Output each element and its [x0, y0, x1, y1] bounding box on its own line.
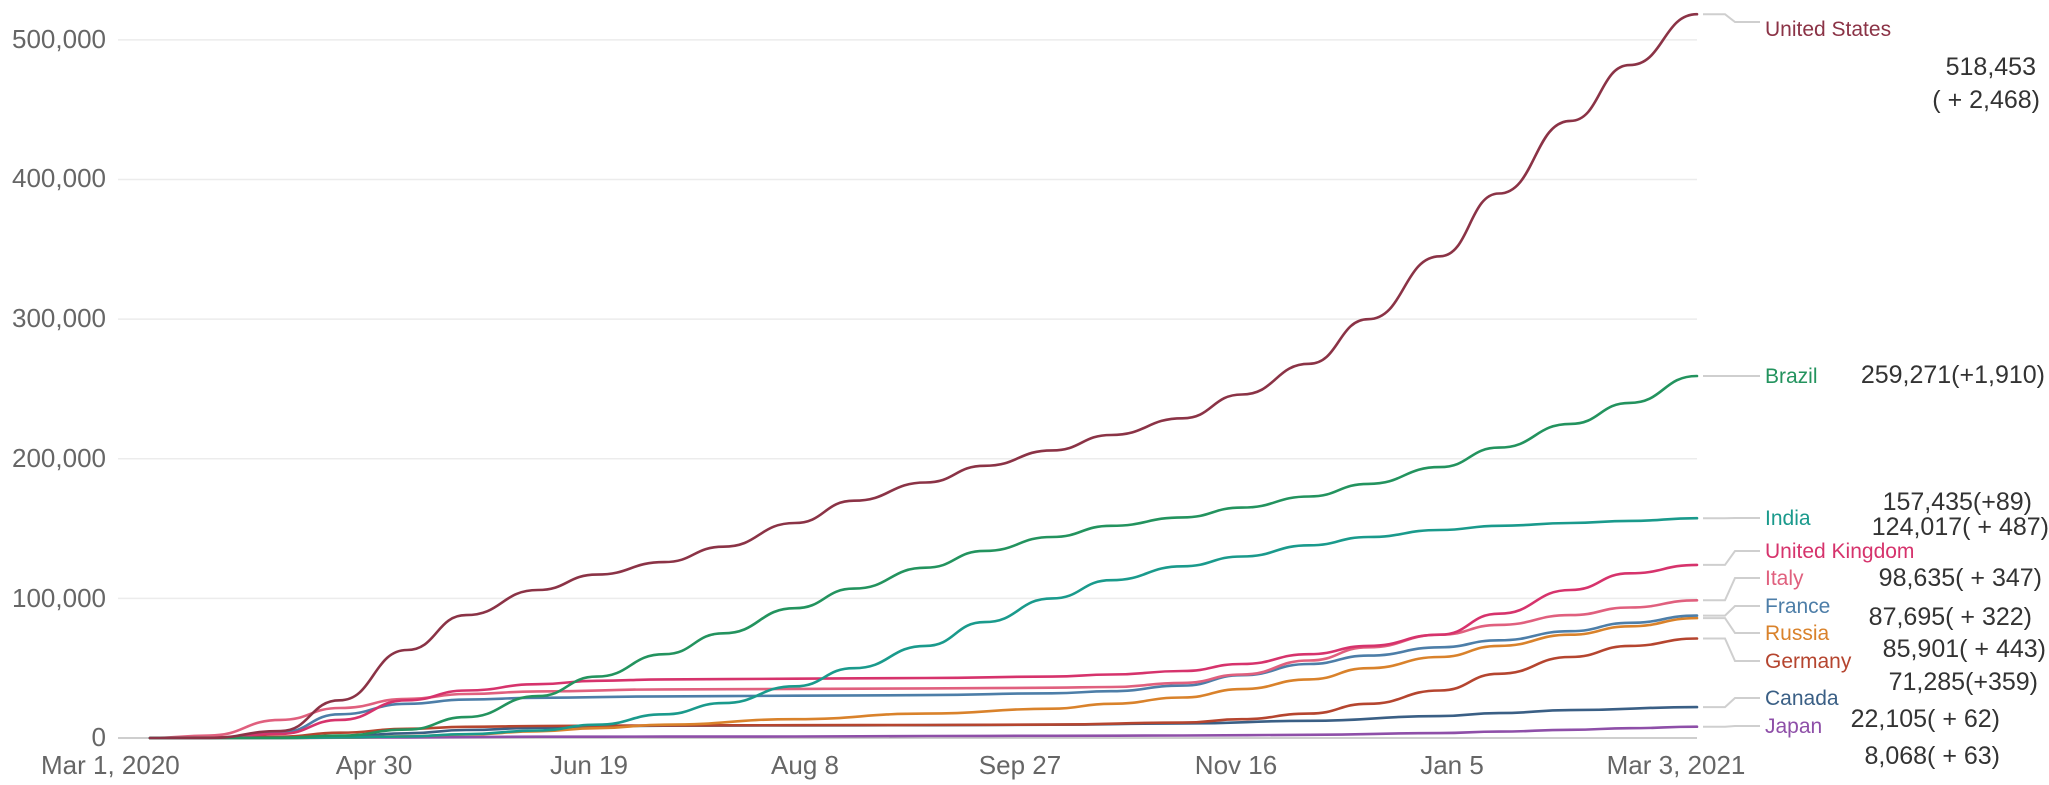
- series-label-japan: Japan: [1765, 715, 1822, 738]
- y-tick-label: 100,000: [12, 583, 106, 613]
- value-label-united-kingdom: 124,017( + 487): [1872, 513, 2049, 541]
- x-tick-label: Mar 1, 2020: [41, 750, 180, 780]
- series-lines: [148, 12, 1699, 740]
- x-tick-label: Sep 27: [979, 750, 1061, 780]
- series-line-italy: [148, 599, 1699, 740]
- value-label-brazil: 259,271(+1,910): [1861, 361, 2045, 389]
- value-label-canada: 22,105( + 62): [1851, 705, 2000, 733]
- series-label-india: India: [1765, 507, 1811, 530]
- value-label-russia: 85,901( + 443): [1883, 635, 2046, 663]
- y-tick-label: 200,000: [12, 443, 106, 473]
- series-labels: United States 518,453 ( + 2,468) Brazil …: [1765, 18, 2049, 770]
- series-line-united-kingdom: [148, 563, 1699, 740]
- value-label-india: 157,435(+89): [1883, 488, 2032, 516]
- value-label-japan: 8,068( + 63): [1864, 742, 2000, 770]
- series-label-germany: Germany: [1765, 650, 1852, 673]
- leader-line-germany: [1703, 637, 1760, 662]
- x-tick-label: Aug 8: [771, 750, 839, 780]
- x-tick-label: Nov 16: [1195, 750, 1277, 780]
- series-label-italy: Italy: [1765, 567, 1804, 590]
- series-label-brazil: Brazil: [1765, 365, 1818, 388]
- value-label-germany: 71,285(+359): [1889, 668, 2038, 696]
- series-line-japan: [148, 725, 1699, 740]
- x-tick-label: Jun 19: [550, 750, 628, 780]
- series-label-russia: Russia: [1765, 622, 1830, 645]
- leader-line-russia: [1703, 617, 1760, 634]
- change-label-united-states: ( + 2,468): [1932, 86, 2040, 114]
- value-label-france: 87,695( + 322): [1869, 603, 2032, 631]
- leader-line-canada: [1703, 697, 1760, 709]
- series-label-united-states: United States: [1765, 18, 1891, 41]
- y-tick-label: 500,000: [12, 24, 106, 54]
- series-label-canada: Canada: [1765, 687, 1839, 710]
- series-label-france: France: [1765, 595, 1830, 618]
- leader-line-italy: [1703, 577, 1760, 602]
- leader-line-france: [1703, 605, 1760, 617]
- y-tick-label: 300,000: [12, 303, 106, 333]
- leader-line-japan: [1703, 725, 1760, 728]
- leader-line-united-states: [1703, 13, 1760, 23]
- value-label-italy: 98,635( + 347): [1879, 564, 2042, 592]
- series-line-united-states: [148, 12, 1699, 740]
- y-tick-label: 400,000: [12, 163, 106, 193]
- leader-line-united-kingdom: [1703, 550, 1760, 566]
- x-tick-label: Apr 30: [336, 750, 413, 780]
- value-label-united-states: 518,453: [1946, 53, 2036, 81]
- y-axis-ticks: 0 100,000 200,000 300,000 400,000 500,00…: [12, 24, 106, 752]
- series-line-brazil: [148, 374, 1699, 740]
- y-tick-label: 0: [92, 722, 106, 752]
- series-label-united-kingdom: United Kingdom: [1765, 540, 1914, 563]
- x-tick-label: Mar 3, 2021: [1607, 750, 1746, 780]
- x-axis-ticks: Mar 1, 2020 Apr 30 Jun 19 Aug 8 Sep 27 N…: [41, 750, 1745, 780]
- series-line-india: [148, 516, 1699, 740]
- label-leaders: [1703, 13, 1760, 728]
- x-tick-label: Jan 5: [1420, 750, 1484, 780]
